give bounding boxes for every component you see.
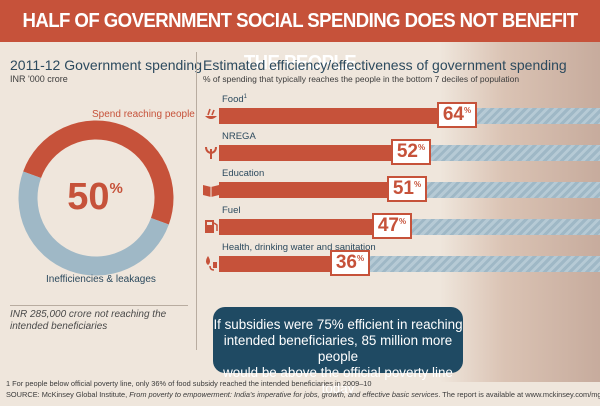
bar-row: Health, drinking water and sanitation 36% bbox=[200, 242, 600, 278]
source-suffix: . The report is available at www.mckinse… bbox=[438, 390, 600, 399]
nrega-icon bbox=[202, 143, 220, 161]
source-title: From poverty to empowerment: India's imp… bbox=[129, 390, 439, 399]
bar-category-note: 1 bbox=[243, 94, 247, 100]
bar-row: NREGA 52% bbox=[200, 131, 600, 167]
donut-center-number: 50 bbox=[67, 176, 110, 218]
bar-value-unit: % bbox=[414, 180, 422, 189]
bar-category-label: Food1 bbox=[222, 94, 247, 106]
callout-line-2: intended beneficiaries, 85 million more … bbox=[223, 333, 453, 364]
fuel-icon bbox=[202, 217, 220, 235]
bar-category-label: Health, drinking water and sanitation bbox=[222, 242, 376, 253]
header-banner bbox=[0, 0, 600, 42]
bar-value-unit: % bbox=[464, 106, 472, 115]
bar-fill bbox=[219, 108, 463, 124]
photo-shade bbox=[440, 42, 600, 382]
footnote-1: 1 For people below official poverty line… bbox=[6, 379, 372, 388]
bar-category-label: NREGA bbox=[222, 131, 256, 142]
inefficiency-label: Inefficiencies & leakages bbox=[46, 274, 156, 285]
bar-value-label: 51% bbox=[387, 176, 427, 202]
subsidy-callout: If subsidies were 75% efficient in reach… bbox=[213, 307, 463, 396]
donut-chart bbox=[18, 120, 174, 276]
bar-value-unit: % bbox=[357, 254, 365, 263]
bar-row: Fuel 47% bbox=[200, 205, 600, 241]
left-panel-unit: INR '000 crore bbox=[10, 74, 68, 84]
panel-divider bbox=[196, 52, 197, 350]
education-icon bbox=[202, 180, 220, 198]
callout-line-3: would be above the official poverty line… bbox=[223, 365, 453, 396]
bar-value-label: 36% bbox=[330, 250, 370, 276]
left-panel-title: 2011-12 Government spending bbox=[10, 57, 202, 73]
spend-reaching-label: Spend reaching people bbox=[92, 109, 195, 120]
donut-center-value: 50% bbox=[60, 176, 130, 219]
bar-value-label: 64% bbox=[437, 102, 477, 128]
right-panel-title: Estimated efficiency/effectiveness of go… bbox=[203, 57, 567, 73]
bar-fill bbox=[219, 145, 417, 161]
bar-category-label: Education bbox=[222, 168, 265, 179]
bar-row: Education 51% bbox=[200, 168, 600, 204]
bar-value-unit: % bbox=[399, 217, 407, 226]
bar-fill bbox=[219, 219, 398, 235]
donut-slice-leakage bbox=[18, 171, 169, 276]
bar-value-label: 47% bbox=[372, 213, 412, 239]
source-prefix: SOURCE: McKinsey Global Institute, bbox=[6, 390, 130, 399]
bar-fill bbox=[219, 182, 413, 198]
donut-center-unit: % bbox=[109, 180, 123, 197]
right-panel-subtitle: % of spending that typically reaches the… bbox=[203, 74, 520, 84]
bar-value-unit: % bbox=[418, 143, 426, 152]
callout-line-1: If subsidies were 75% efficient in reach… bbox=[213, 317, 463, 332]
food-icon bbox=[202, 106, 220, 124]
donut-slice-reaching bbox=[23, 120, 174, 225]
page-title: HALF OF GOVERNMENT SOCIAL SPENDING DOES … bbox=[22, 10, 578, 74]
leakage-note: INR 285,000 crore not reaching the inten… bbox=[10, 305, 188, 333]
bar-row: Food1 64% bbox=[200, 94, 600, 130]
bar-category-label: Fuel bbox=[222, 205, 241, 216]
health-icon bbox=[202, 254, 220, 272]
bar-value-label: 52% bbox=[391, 139, 431, 165]
source-line: SOURCE: McKinsey Global Institute, From … bbox=[6, 390, 600, 399]
bar-fill bbox=[219, 256, 356, 272]
